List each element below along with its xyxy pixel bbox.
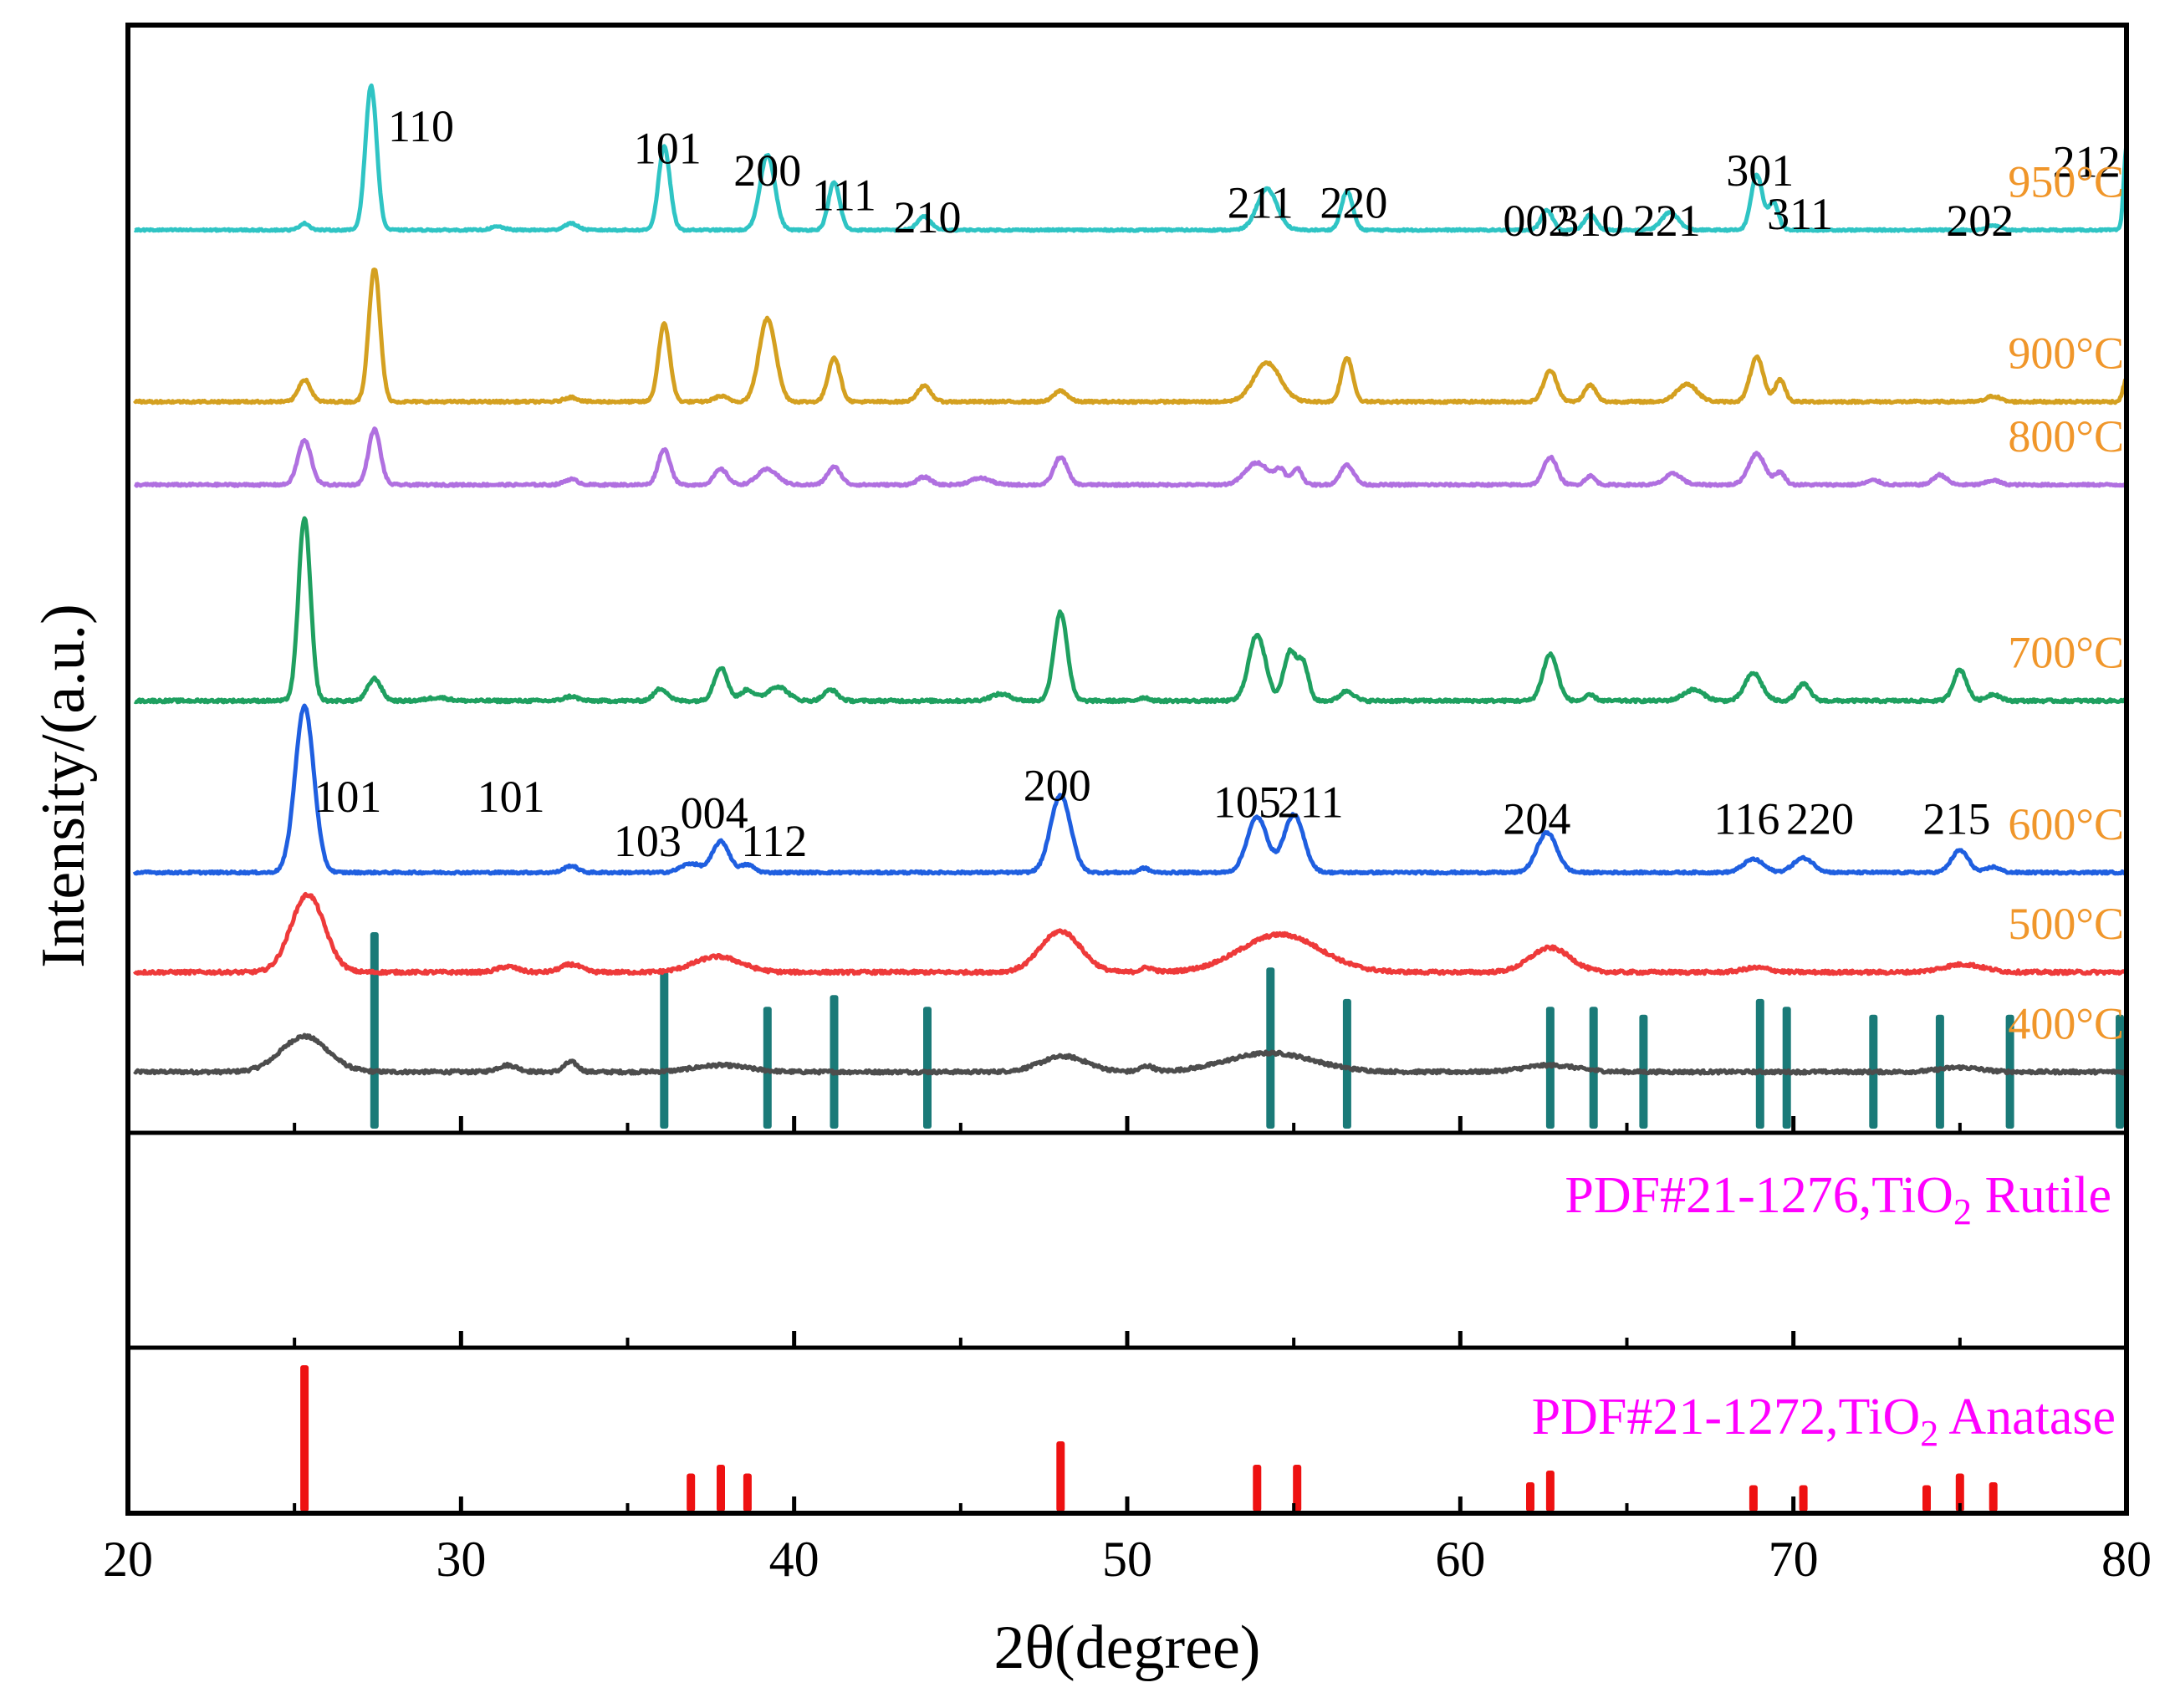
anatase-hkl-label-11: 215 [1922,793,1990,844]
rutile-stick-0 [370,932,379,1129]
rutile-stick-6 [1342,998,1351,1129]
temperature-label-800c: 800°C [2008,411,2124,461]
temperature-label-950c: 950°C [2008,156,2124,206]
anatase-hkl-label-9: 116 [1713,793,1779,844]
temperature-label-600c: 600°C [2008,799,2124,849]
rutile-hkl-label-8: 310 [1556,196,1624,246]
anatase-hkl-label-3: 004 [681,788,748,839]
anatase-stick-6 [1293,1465,1302,1512]
anatase-hkl-label-10: 220 [1786,793,1854,844]
anatase-reference-label: PDF#21-1272,TiO2 Anatase [1532,1389,2116,1454]
rutile-hkl-label-1: 101 [634,124,702,174]
x-tick-label-60: 60 [1435,1532,1485,1587]
temperature-label-700c: 700°C [2008,628,2124,678]
trace-900c [132,268,2127,405]
anatase-stick-1 [687,1473,696,1512]
rutile-stick-5 [1266,967,1275,1129]
rutile-hkl-label-6: 220 [1320,178,1387,228]
x-tick-label-80: 80 [2101,1532,2152,1587]
anatase-label-suffix: Anatase [1938,1389,2116,1445]
rutile-label-suffix: Rutile [1972,1167,2111,1224]
temperature-label-400c: 400°C [2008,998,2124,1048]
anatase-hkl-label-4: 112 [741,816,807,866]
rutile-stick-1 [660,971,669,1129]
x-tick-label-50: 50 [1102,1532,1152,1587]
anatase-hkl-label-1: 101 [477,772,545,822]
anatase-stick-2 [717,1465,725,1512]
x-tick-label-30: 30 [436,1532,486,1587]
rutile-stick-2 [763,1007,772,1129]
temperature-label-900c: 900°C [2008,329,2124,379]
y-axis-title: Intensity/(a.u.) [29,604,98,968]
x-axis-title: 2θ(degree) [994,1614,1261,1682]
trace-950c [133,83,2129,233]
rutile-hkl-label-3: 111 [812,170,876,220]
anatase-stick-8 [1545,1471,1555,1512]
anatase-stick-3 [743,1473,752,1512]
anatase-stick-4 [1056,1441,1065,1512]
anatase-hkl-label-5: 200 [1024,761,1091,811]
rutile-hkl-label-5: 211 [1228,178,1294,228]
rutile-hkl-label-12: 202 [1946,196,2014,246]
anatase-hkl-label-6: 105 [1213,777,1281,827]
rutile-hkl-label-13: 212 [2053,137,2121,187]
anatase-stick-0 [300,1365,309,1512]
anatase-stick-10 [1799,1485,1808,1512]
rutile-hkl-label-9: 221 [1633,196,1701,246]
trace-400c [133,1032,2128,1076]
anatase-hkl-label-7: 211 [1278,777,1344,827]
trace-800c [133,426,2127,488]
anatase-stick-11 [1922,1485,1931,1512]
anatase-hkl-label-2: 103 [614,816,682,866]
x-tick-label-40: 40 [769,1532,819,1587]
anatase-hkl-label-0: 101 [314,772,381,822]
rutile-hkl-label-4: 210 [894,192,962,242]
anatase-stick-12 [1955,1473,1964,1512]
rutile-stick-10 [1755,998,1764,1129]
anatase-label-subscript: 2 [1920,1413,1938,1454]
rutile-stick-3 [830,995,839,1129]
rutile-hkl-label-10: 301 [1726,145,1794,196]
anatase-hkl-label-8: 204 [1503,793,1570,844]
anatase-label-main: PDF#21-1272,TiO [1532,1389,1921,1445]
x-tick-label-20: 20 [103,1532,153,1587]
rutile-label-subscript: 2 [1953,1191,1972,1232]
rutile-label-main: PDF#21-1276,TiO [1565,1167,1953,1224]
anatase-stick-9 [1749,1485,1758,1512]
trace-500c [133,891,2127,976]
rutile-hkl-label-0: 110 [388,101,454,151]
x-tick-label-70: 70 [1769,1532,1819,1587]
rutile-hkl-label-11: 311 [1767,189,1833,239]
temperature-label-500c: 500°C [2008,899,2124,949]
anatase-stick-7 [1526,1482,1534,1512]
rutile-hkl-label-2: 200 [733,145,801,196]
trace-600c [132,703,2127,876]
trace-700c [133,516,2127,705]
anatase-stick-13 [1989,1482,1998,1512]
rutile-hkl-label-7: 002 [1503,196,1570,246]
rutile-stick-11 [1782,1007,1791,1129]
rutile-stick-4 [923,1007,932,1129]
anatase-stick-5 [1253,1465,1262,1512]
rutile-reference-label: PDF#21-1276,TiO2 Rutile [1565,1167,2111,1232]
